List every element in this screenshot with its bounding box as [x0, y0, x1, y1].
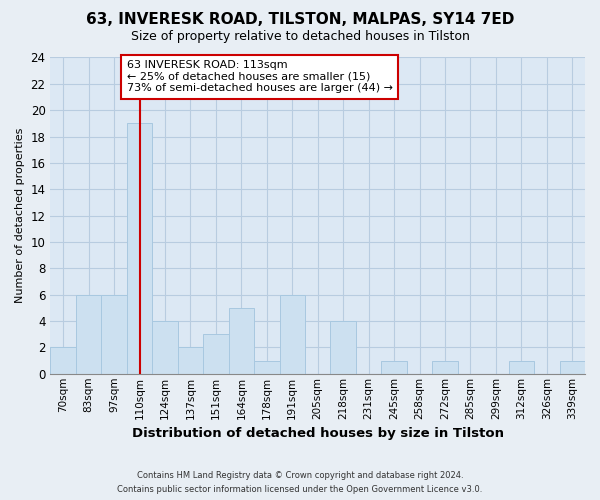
Bar [509, 360, 534, 374]
Text: 63, INVERESK ROAD, TILSTON, MALPAS, SY14 7ED: 63, INVERESK ROAD, TILSTON, MALPAS, SY14… [86, 12, 514, 28]
Bar [432, 360, 458, 374]
Bar [50, 348, 76, 374]
Bar [280, 294, 305, 374]
Bar [203, 334, 229, 374]
Bar [382, 360, 407, 374]
Text: Size of property relative to detached houses in Tilston: Size of property relative to detached ho… [131, 30, 469, 43]
Bar [178, 348, 203, 374]
Bar [152, 321, 178, 374]
Bar [127, 124, 152, 374]
Bar [331, 321, 356, 374]
Bar [76, 294, 101, 374]
Bar [254, 360, 280, 374]
Bar [229, 308, 254, 374]
Bar [101, 294, 127, 374]
Text: 63 INVERESK ROAD: 113sqm
← 25% of detached houses are smaller (15)
73% of semi-d: 63 INVERESK ROAD: 113sqm ← 25% of detach… [127, 60, 393, 94]
Text: Contains HM Land Registry data © Crown copyright and database right 2024.
Contai: Contains HM Land Registry data © Crown c… [118, 472, 482, 494]
X-axis label: Distribution of detached houses by size in Tilston: Distribution of detached houses by size … [132, 427, 504, 440]
Bar [560, 360, 585, 374]
Y-axis label: Number of detached properties: Number of detached properties [15, 128, 25, 304]
